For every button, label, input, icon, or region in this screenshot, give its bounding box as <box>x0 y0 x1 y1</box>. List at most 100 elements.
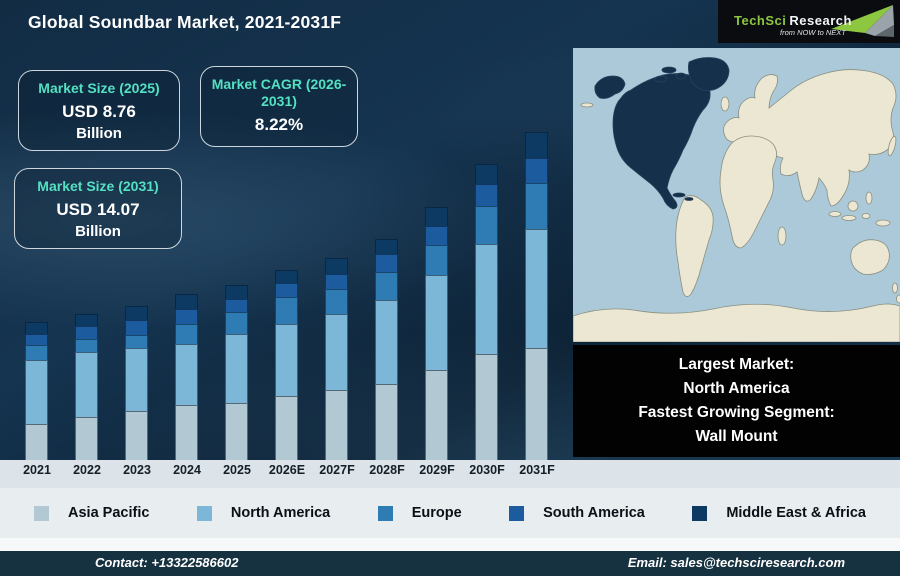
brand-logo: TechSci Research from NOW to NEXT <box>718 0 900 43</box>
logo-wordmark: TechSci Research <box>734 13 852 28</box>
legend-swatch <box>377 505 393 521</box>
info-box-heading: Market Size (2025) <box>38 80 160 96</box>
info-box-market-size-2031: Market Size (2031) USD 14.07 Billion <box>14 168 182 249</box>
x-axis-label-2024: 2024 <box>173 463 201 477</box>
world-map <box>573 48 900 342</box>
segment-north-america <box>75 352 98 417</box>
bar-2024 <box>175 294 198 460</box>
segment-north-america <box>425 274 448 371</box>
logo-tagline: from NOW to NEXT <box>780 28 846 37</box>
bar-2021 <box>25 322 48 460</box>
segment-europe <box>375 271 398 301</box>
segment-south-america <box>125 320 148 336</box>
info-box-market-cagr: Market CAGR (2026-2031) 8.22% <box>200 66 358 147</box>
x-axis-label-2022: 2022 <box>73 463 101 477</box>
segment-north-america <box>475 243 498 355</box>
segment-south-america <box>325 274 348 290</box>
segment-south-america <box>475 184 498 206</box>
stacked-bar-chart <box>0 40 573 460</box>
segment-asia-pacific <box>25 423 48 460</box>
segment-south-america <box>425 226 448 245</box>
segment-north-america <box>325 314 348 390</box>
legend-swatch <box>34 505 49 521</box>
bar-2027F <box>325 257 348 460</box>
logo-brand-primary: TechSci <box>734 13 787 28</box>
x-axis-label-2027F: 2027F <box>319 463 355 477</box>
segment-asia-pacific <box>125 410 148 460</box>
legend-swatch <box>692 505 708 521</box>
legend-bar <box>0 488 900 538</box>
segment-middle-east-africa <box>525 131 548 159</box>
segment-asia-pacific <box>475 354 498 460</box>
x-axis-label-2025: 2025 <box>223 463 251 477</box>
info-box-heading: Market Size (2031) <box>37 178 159 194</box>
logo-brand-secondary: Research <box>789 13 852 28</box>
legend-swatch <box>196 505 212 521</box>
segment-north-america <box>375 300 398 384</box>
segment-north-america <box>175 344 198 405</box>
segment-europe <box>25 345 48 361</box>
segment-europe <box>525 183 548 230</box>
legend-label: North America <box>230 505 331 521</box>
legend-label: Europe <box>411 505 462 521</box>
legend-item-south-america: South America <box>509 505 645 521</box>
x-axis-label-2031F: 2031F <box>519 463 555 477</box>
info-box-unit: Billion <box>75 223 121 240</box>
callout-text: Largest Market: North America Fastest Grow… <box>573 353 900 449</box>
segment-asia-pacific <box>225 402 248 460</box>
x-axis-label-2026E: 2026E <box>268 463 306 477</box>
bar-2029F <box>425 207 448 460</box>
callout-line: North America <box>683 380 790 397</box>
x-axis-label-2029F: 2029F <box>419 463 455 477</box>
footer-bar <box>0 551 900 576</box>
segment-middle-east-africa <box>325 257 348 275</box>
x-axis-strip <box>0 460 900 488</box>
info-box-value: 8.22% <box>254 115 304 134</box>
bar-2028F <box>375 238 398 460</box>
x-axis-label-2023: 2023 <box>123 463 151 477</box>
legend-label: Asia Pacific <box>68 505 150 521</box>
segment-asia-pacific <box>75 416 98 460</box>
footer-email: Email: sales@techsciresearch.com <box>627 555 845 570</box>
info-box-value: USD 14.07 <box>56 200 140 219</box>
segment-north-america <box>25 360 48 424</box>
segment-asia-pacific <box>375 383 398 460</box>
bar-2025 <box>225 285 248 460</box>
segment-asia-pacific <box>525 348 548 460</box>
footer-divider <box>0 538 900 551</box>
segment-middle-east-africa <box>75 314 98 327</box>
segment-asia-pacific <box>325 389 348 460</box>
segment-north-america <box>525 229 548 349</box>
segment-europe <box>75 339 98 353</box>
segment-south-america <box>175 309 198 325</box>
segment-middle-east-africa <box>425 207 448 227</box>
segment-europe <box>275 297 298 325</box>
legend-item-europe: Europe <box>377 505 462 521</box>
bar-2022 <box>75 314 98 460</box>
segment-europe <box>225 312 248 335</box>
callout-line: Wall Mount <box>695 428 778 445</box>
bar-2026E <box>275 270 298 460</box>
segment-middle-east-africa <box>375 238 398 254</box>
chart-legend: Asia Pacific North America Europe South Ame… <box>0 488 900 538</box>
info-box-value: USD 8.76 <box>62 102 136 121</box>
legend-swatch <box>509 505 525 521</box>
bar-2023 <box>125 306 148 460</box>
footer-contact: Contact: +13322586602 <box>95 555 239 570</box>
segment-asia-pacific <box>175 404 198 460</box>
callout-largest-market: Largest Market: North America Fastest Grow… <box>573 345 900 457</box>
segment-asia-pacific <box>275 395 298 460</box>
segment-north-america <box>125 348 148 411</box>
segment-north-america <box>275 324 298 396</box>
x-axis-labels: 2021 2022 2023 2024 2025 2026E 2027F 2028F 2029F… <box>0 463 573 477</box>
info-box-market-size-2025: Market Size (2025) USD 8.76 Billion <box>18 70 180 151</box>
segment-middle-east-africa <box>25 322 48 335</box>
callout-line: Largest Market: <box>678 356 795 373</box>
legend-item-asia-pacific: Asia Pacific <box>34 505 149 521</box>
bar-2031F <box>525 131 548 460</box>
callout-line: Fastest Growing Segment: <box>638 404 835 421</box>
segment-middle-east-africa <box>225 285 248 300</box>
segment-south-america <box>75 326 98 340</box>
segment-south-america <box>225 299 248 313</box>
